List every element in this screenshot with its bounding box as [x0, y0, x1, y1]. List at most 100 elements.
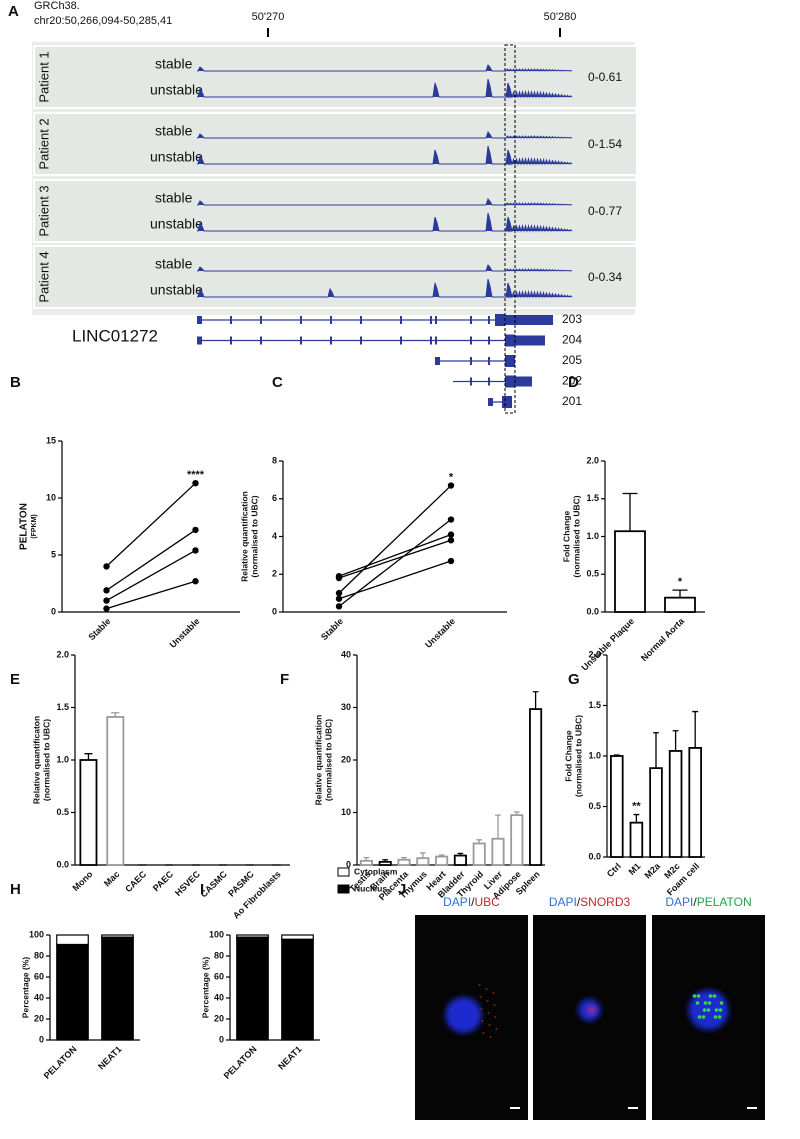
title-part: / [577, 895, 581, 909]
bar [610, 755, 624, 858]
exon [515, 376, 532, 387]
y-axis-label: Relative quantificaton [31, 716, 41, 804]
y-tick-label: 80 [214, 950, 224, 960]
y-tick-label: 60 [34, 971, 44, 981]
pair-line [106, 580, 196, 610]
y-tick-label: 0.5 [588, 801, 601, 811]
x-tick-label: NEAT1 [96, 1044, 123, 1071]
bar [491, 837, 505, 866]
error-bar [111, 712, 120, 717]
y-tick-label: 0.5 [586, 569, 599, 579]
title-part: PELATON [697, 895, 752, 909]
bar-segment [236, 934, 269, 938]
y-tick-label: 2 [272, 569, 277, 579]
exon [430, 336, 432, 345]
signal [487, 1012, 490, 1014]
bar-segment [281, 934, 314, 940]
coordinate-tick: 50'280 [544, 11, 577, 23]
error-bar [672, 589, 688, 598]
exon [260, 336, 262, 345]
transcript-label: 204 [562, 333, 582, 347]
x-tick-label: CAEC [123, 869, 148, 894]
y-axis-label: Percentage (%) [200, 957, 210, 1019]
exon [505, 315, 553, 325]
exon [300, 316, 302, 324]
bar [649, 767, 663, 858]
coverage-track [197, 130, 573, 139]
y-tick-label: 0 [39, 1034, 44, 1044]
exon [488, 398, 493, 406]
y-tick-label: 1.5 [586, 493, 599, 503]
exon [502, 396, 512, 408]
y-axis-label-sub: (normalised to UBC) [249, 495, 259, 577]
panel-letter: F [280, 671, 289, 688]
signal [717, 1015, 722, 1019]
error-bar [476, 839, 483, 844]
error-bar [401, 857, 407, 860]
point [335, 574, 343, 582]
exon [400, 316, 402, 324]
error-bar [532, 691, 539, 710]
signal [479, 996, 482, 998]
y-tick-label: 40 [34, 992, 44, 1002]
legend-swatch [337, 884, 350, 894]
track-box [33, 112, 638, 176]
error-bar [692, 710, 699, 748]
point [335, 589, 343, 597]
error-bar [653, 732, 659, 769]
y-axis-label: Relative quantification [239, 491, 249, 582]
exon [505, 355, 515, 367]
y-axis-label: PELATON [19, 503, 30, 550]
bar [664, 596, 696, 613]
point [192, 479, 199, 487]
pair-line [106, 482, 196, 567]
y-axis-label-sub: (normalised to UBC) [41, 719, 51, 801]
x-tick-label: NEAT1 [276, 1044, 303, 1071]
exon [470, 316, 472, 324]
x-tick-label: Mono [70, 869, 94, 893]
row-label: stable [155, 56, 193, 72]
bar [416, 857, 430, 866]
signal [486, 1000, 489, 1002]
y-tick-label: 0 [272, 606, 277, 616]
coordinate-tick: 50'270 [252, 11, 285, 23]
title-part: DAPI [665, 895, 693, 909]
panel-letter: H [10, 881, 21, 898]
signal [703, 1001, 708, 1005]
exon [488, 377, 490, 386]
panel-letter: C [272, 374, 283, 391]
error-bar [613, 754, 620, 756]
range-label: 0-1.54 [588, 137, 622, 151]
pair-line [338, 518, 452, 607]
y-tick-label: 15 [46, 435, 56, 445]
y-tick-label: 1.5 [56, 702, 69, 712]
y-tick-label: 2.0 [588, 649, 601, 659]
exon [360, 336, 362, 345]
bar [435, 855, 449, 866]
y-tick-label: 4 [272, 531, 277, 541]
error-bar [438, 854, 445, 857]
exon [515, 335, 545, 346]
nucleus [445, 997, 482, 1033]
error-bar [513, 811, 520, 816]
signal [493, 1004, 496, 1006]
y-tick-label: 0 [346, 859, 351, 869]
signal [692, 994, 697, 998]
bar [529, 708, 543, 866]
point [103, 587, 110, 594]
signal [706, 1008, 711, 1012]
bar-segment [236, 936, 269, 1041]
legend-swatch [337, 867, 350, 877]
exon [470, 377, 472, 386]
y-tick-label: 0.5 [56, 807, 69, 817]
signal [587, 1006, 596, 1014]
bar-segment [56, 934, 89, 946]
signal [701, 1015, 706, 1019]
signal [718, 1008, 723, 1012]
y-axis-label-sub: (normalised to UBC) [571, 495, 581, 577]
point [335, 595, 343, 602]
track-box [33, 179, 638, 243]
exon [435, 316, 437, 324]
point [447, 557, 455, 565]
